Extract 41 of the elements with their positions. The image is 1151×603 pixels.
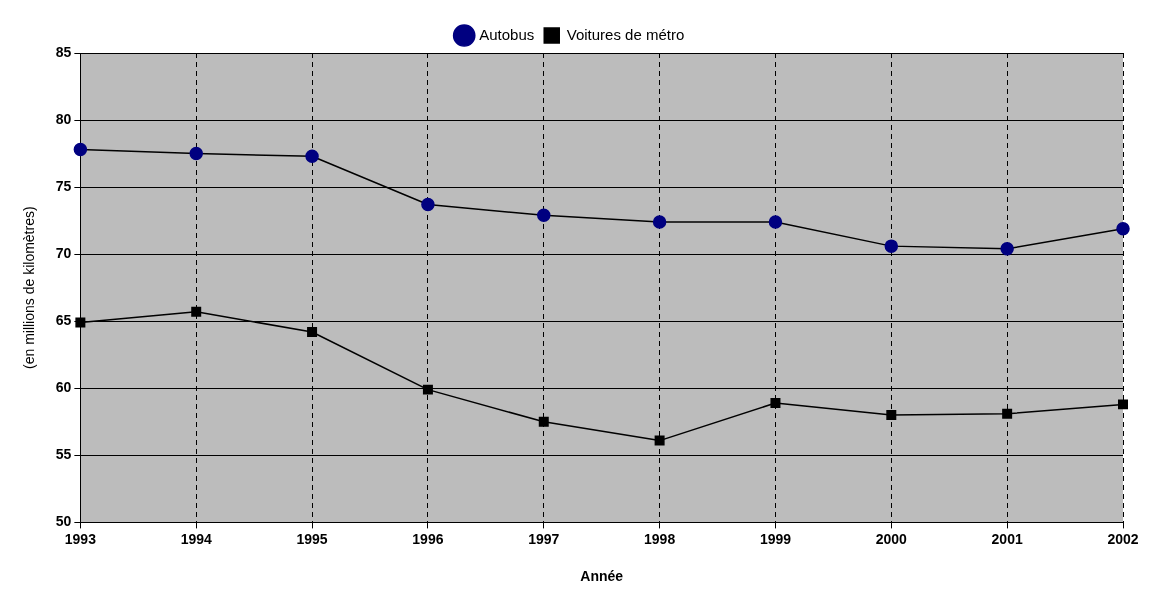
point (1116, 221, 1130, 236)
x-tick-label: 1994 (180, 530, 212, 547)
point (1000, 242, 1014, 256)
legend-label: Autobus (479, 25, 535, 43)
x-axis-title: Année (580, 568, 624, 585)
point (768, 215, 783, 229)
point (421, 197, 435, 212)
x-tick-label: 1996 (412, 530, 444, 547)
point (884, 239, 899, 253)
point (73, 142, 88, 157)
x-tick-label: 1998 (644, 530, 676, 547)
point (886, 410, 897, 421)
point (191, 306, 202, 317)
point (537, 208, 551, 223)
point (652, 215, 667, 229)
y-tick-label: 60 (55, 379, 72, 396)
point (305, 149, 319, 164)
point (770, 398, 781, 409)
point (422, 384, 433, 395)
x-tick-label: 2000 (875, 530, 908, 547)
point (1002, 408, 1013, 419)
y-tick-label: 55 (55, 446, 72, 463)
x-tick-label: 1999 (759, 530, 792, 547)
y-tick-label: 80 (55, 110, 72, 127)
x-tick-label: 2001 (991, 530, 1023, 547)
y-tick-label: 50 (55, 513, 72, 530)
point (189, 146, 203, 161)
point (307, 326, 318, 337)
legend-label: Voitures de métro (566, 25, 685, 43)
y-axis-title: (en millions de kilomètres) (21, 206, 38, 369)
y-tick-label: 85 (55, 43, 72, 60)
x-tick-label: 1997 (528, 530, 560, 547)
x-tick-label: 1993 (64, 530, 97, 547)
y-tick-label: 65 (55, 312, 72, 329)
y-tick-label: 75 (55, 177, 72, 194)
point (538, 416, 549, 427)
y-tick-label: 70 (55, 245, 72, 262)
x-tick-label: 2002 (1107, 530, 1139, 547)
point (1118, 399, 1128, 410)
x-tick-label: 1995 (296, 530, 328, 547)
point (654, 435, 665, 446)
